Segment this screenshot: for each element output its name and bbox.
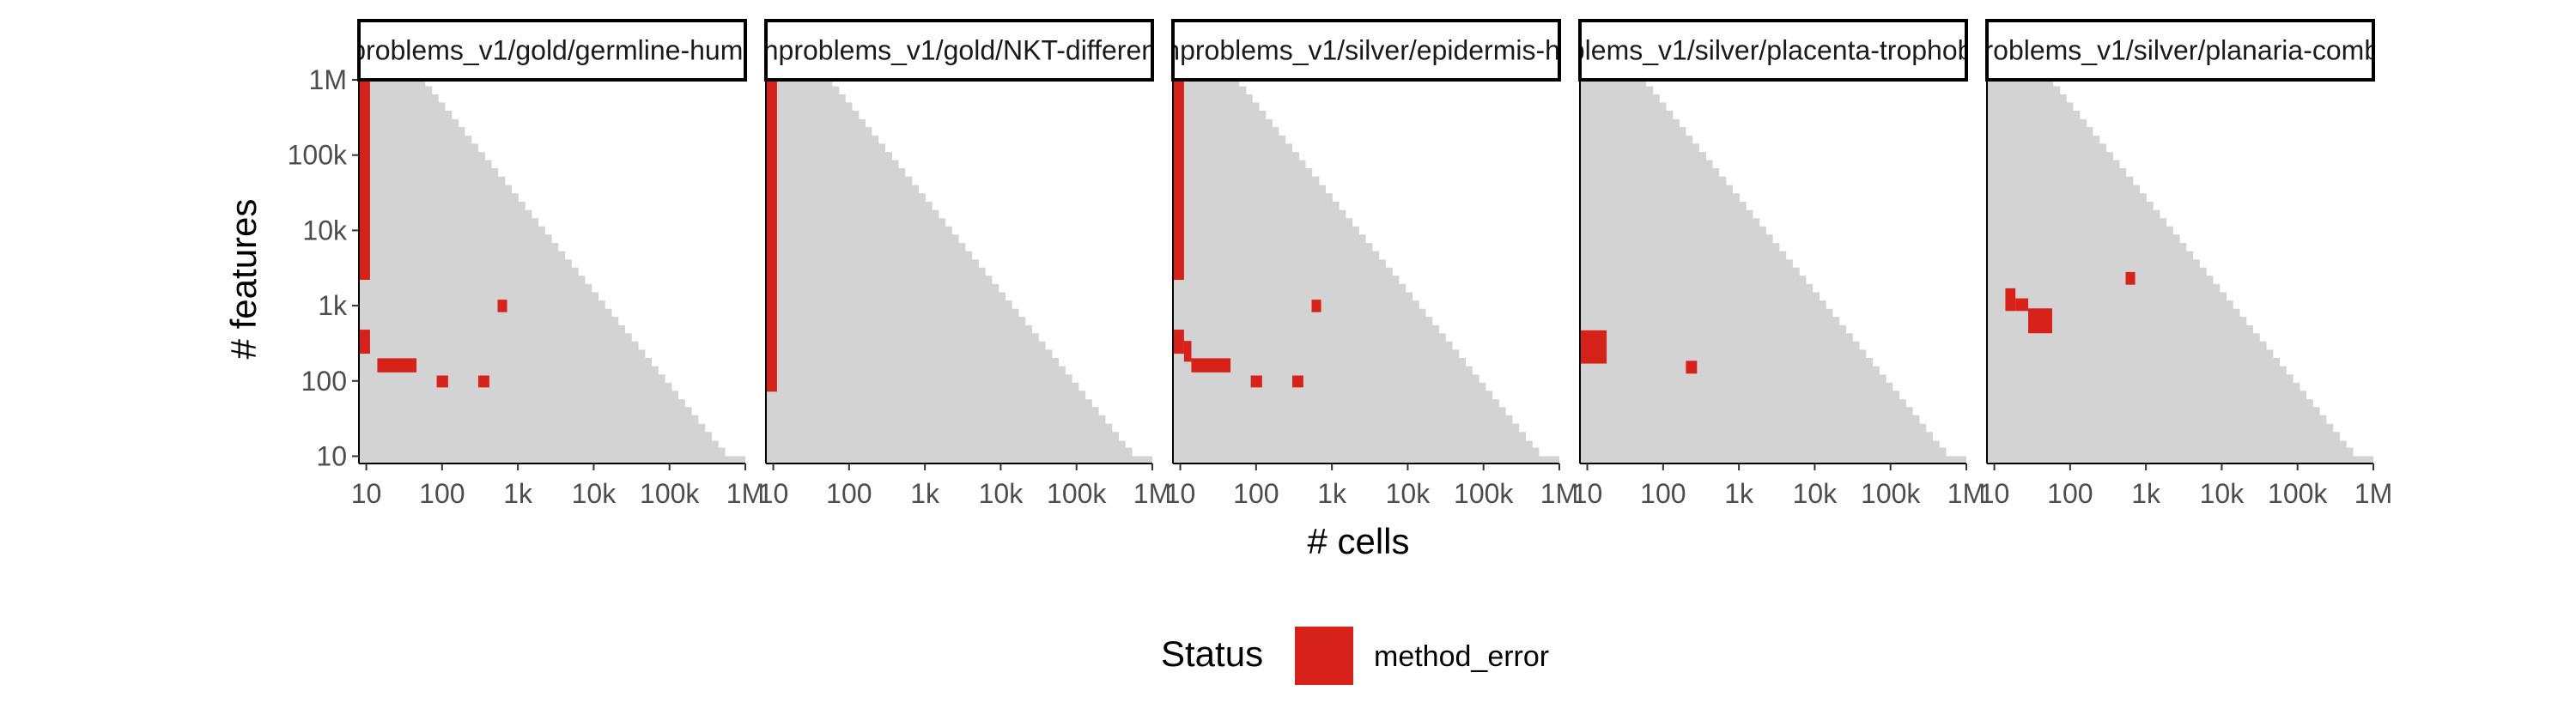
error-cell	[1191, 358, 1231, 373]
error-cell	[2125, 271, 2136, 285]
x-tick-label: 1M	[726, 478, 764, 509]
x-tick-label: 100	[419, 478, 465, 509]
x-tick-label: 10k	[1793, 478, 1838, 509]
x-tick-label: 1k	[1724, 478, 1754, 509]
error-cell	[1686, 360, 1698, 374]
facet-strip-label: datasets/openproblems_v1/gold/germline-h…	[178, 35, 927, 66]
legend-title: Status	[1161, 633, 1263, 674]
legend-key-method-error	[1295, 627, 1353, 685]
x-tick-label: 100k	[2268, 478, 2328, 509]
x-tick-label: 1k	[503, 478, 533, 509]
error-cell	[359, 330, 370, 354]
x-tick-label: 100k	[1047, 478, 1107, 509]
error-cell	[1580, 330, 1607, 364]
x-tick-label: 10	[1165, 478, 1196, 509]
error-cell	[497, 300, 507, 312]
valid-region-area	[1987, 80, 2373, 464]
legend-label-method-error: method_error	[1374, 640, 1549, 673]
x-tick-label: 10k	[2200, 478, 2245, 509]
x-tick-label: 10	[758, 478, 789, 509]
error-cell	[1173, 80, 1184, 281]
facet-strip-label: datasets/openproblems_v1/silver/planaria…	[1796, 35, 2565, 66]
error-cell	[1311, 300, 1321, 312]
y-tick-label: 1M	[309, 64, 347, 95]
x-tick-label: 100	[1640, 478, 1686, 509]
x-axis-title: # cells	[1307, 521, 1409, 561]
valid-region-area	[766, 80, 1152, 464]
facet-panels: 10 100 1k 10k 100k 1M101001k10k100k1Mdatasets…	[178, 19, 2565, 509]
x-tick-label: 1M	[1540, 478, 1578, 509]
error-cell	[1183, 341, 1192, 362]
y-tick-label: 10k	[302, 215, 348, 245]
facet-strip	[357, 19, 747, 82]
x-tick-label: 1k	[2131, 478, 2161, 509]
y-tick-label: 1k	[318, 290, 348, 321]
facet-panel-1: 10 100 1k 10k 100k 1M101001k10k100k1Mdatasets…	[178, 19, 927, 509]
error-cell	[436, 375, 448, 388]
x-tick-label: 100	[2047, 478, 2093, 509]
facet-strip	[1578, 19, 1968, 82]
x-tick-label: 10k	[572, 478, 617, 509]
error-cell	[1173, 330, 1184, 354]
x-tick-label: 1k	[1317, 478, 1347, 509]
x-tick-label: 10k	[1386, 478, 1431, 509]
error-cell	[359, 80, 370, 281]
facet-strip-label: datasets/openproblems_v1/silver/epidermi…	[1007, 35, 1725, 66]
x-tick-label: 100k	[640, 478, 700, 509]
facet-strip-label: datasets/openproblems_v1/gold/NKT-differ…	[605, 35, 1312, 66]
error-cell	[2015, 298, 2029, 312]
x-tick-label: 10	[1572, 478, 1603, 509]
x-tick-label: 1k	[910, 478, 940, 509]
y-tick-label: 10	[316, 441, 347, 472]
x-tick-label: 10k	[979, 478, 1024, 509]
facet-strip	[1171, 19, 1561, 82]
facet-panel-2: 10 100 1k 10k 100k 1M datasets/openproblems_v1…	[605, 19, 1312, 509]
x-tick-label: 10	[1979, 478, 2010, 509]
error-cell	[766, 80, 777, 392]
error-cell	[1250, 375, 1262, 388]
valid-region-area	[1580, 80, 1966, 464]
x-tick-label: 100k	[1454, 478, 1514, 509]
x-tick-label: 1M	[1133, 478, 1171, 509]
facet-strip-label: datasets/openproblems_v1/silver/placenta…	[1358, 35, 2190, 66]
facet-strip	[1985, 19, 2375, 82]
valid-region-area	[1173, 80, 1559, 464]
x-tick-label: 100	[1233, 478, 1279, 509]
facet-panel-4: 10 100 1k 10k 100k 1M datasets/openproblems_v1…	[1358, 19, 2190, 509]
error-cell	[1291, 375, 1303, 388]
y-tick-label: 100k	[288, 140, 348, 171]
facet-strip	[764, 19, 1154, 82]
y-tick-label: 100	[301, 366, 347, 397]
error-cell	[377, 358, 417, 373]
x-tick-label: 1M	[2354, 478, 2392, 509]
x-tick-label: 10	[351, 478, 382, 509]
x-tick-label: 100	[826, 478, 872, 509]
error-cell	[477, 375, 489, 388]
error-cell	[2028, 308, 2052, 334]
legend: Status method_error	[1161, 627, 1549, 685]
y-axis-title: # features	[223, 199, 264, 360]
valid-region-area	[359, 80, 745, 464]
x-tick-label: 100k	[1861, 478, 1921, 509]
facet-panel-3: 10 100 1k 10k 100k 1M datasets/openproblems_v1…	[1007, 19, 1725, 509]
error-cell	[2005, 288, 2016, 312]
facet-panel-5: 10 100 1k 10k 100k 1M datasets/openproblems_v1…	[1796, 19, 2565, 509]
x-tick-label: 1M	[1947, 478, 1985, 509]
